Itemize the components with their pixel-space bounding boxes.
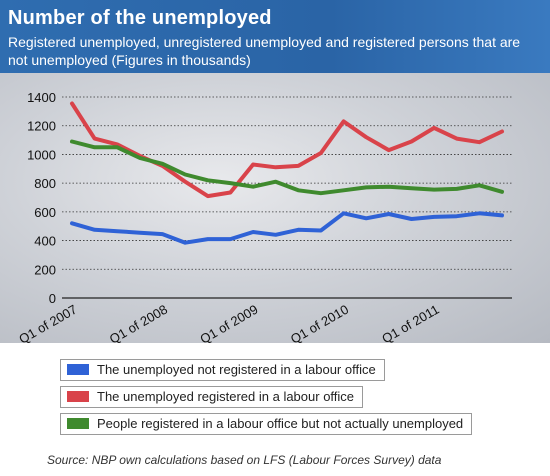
y-tick-label: 1400 [27,90,56,105]
series-line-2 [70,101,504,199]
legend: The unemployed not registered in a labou… [60,359,473,440]
y-tick-label: 1200 [27,119,56,134]
x-tick-label: Q1 of 2007 [16,302,79,347]
legend-item-not-unemployed: People registered in a labour office but… [60,413,473,435]
legend-item-registered: The unemployed registered in a labour of… [60,386,364,408]
x-tick-label: Q1 of 2011 [379,302,441,347]
series-line-3 [70,139,504,196]
y-tick-label: 0 [49,291,56,306]
legend-swatch-blue [67,364,89,375]
y-tick-label: 1000 [27,147,56,162]
y-tick-label: 800 [34,176,56,191]
legend-label: The unemployed registered in a labour of… [97,389,355,404]
legend-swatch-red [67,391,89,402]
y-tick-label: 600 [34,205,56,220]
x-tick-label: Q1 of 2009 [197,302,260,347]
chart-title: Number of the unemployed [8,7,272,29]
legend-swatch-green [67,418,89,429]
series-line-1 [70,211,504,245]
legend-label: The unemployed not registered in a labou… [97,362,376,377]
legend-item-not-registered: The unemployed not registered in a labou… [60,359,385,381]
x-tick-label: Q1 of 2008 [107,302,170,347]
chart-subtitle: Registered unemployed, unregistered unem… [8,34,521,68]
y-tick-label: 400 [34,234,56,249]
x-tick-label: Q1 of 2010 [288,302,351,347]
chart-header: Number of the unemployed Registered unem… [0,0,550,73]
source-note: Source: NBP own calculations based on LF… [47,453,442,467]
y-tick-label: 200 [34,262,56,277]
legend-label: People registered in a labour office but… [97,416,464,431]
